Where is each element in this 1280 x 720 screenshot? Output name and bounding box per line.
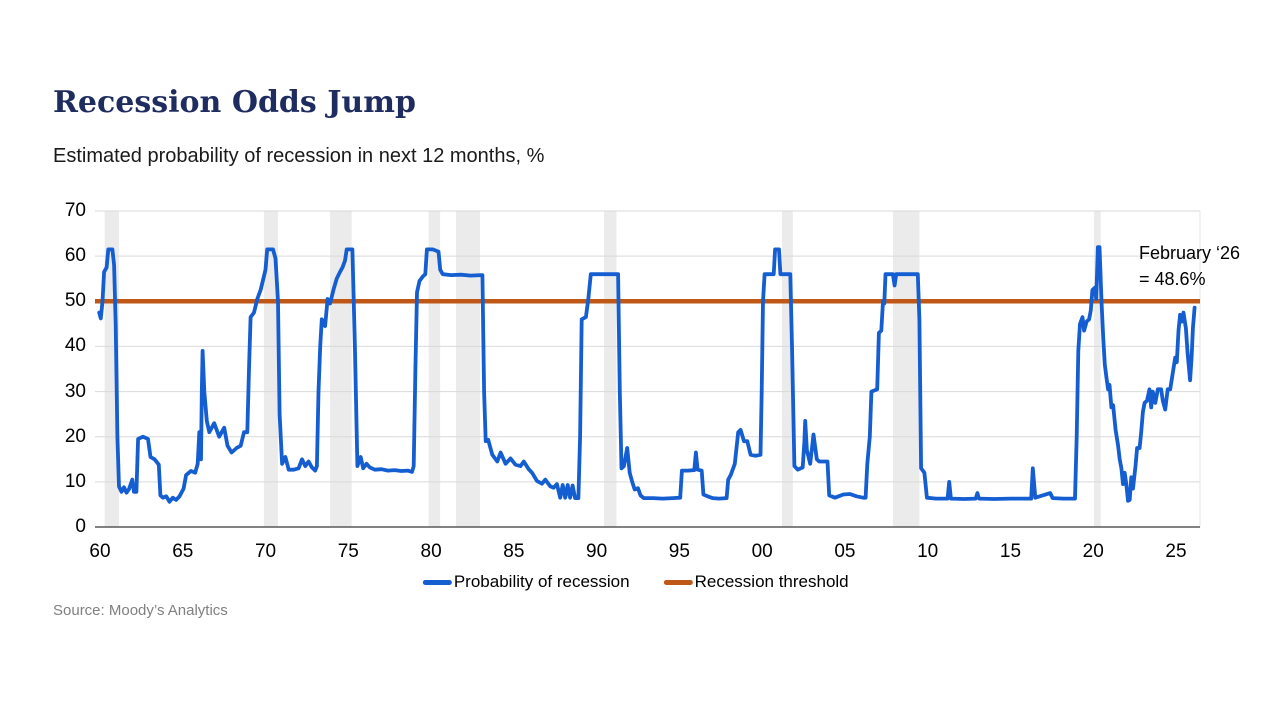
y-tick-label: 50 bbox=[64, 290, 86, 312]
x-tick-label: 65 bbox=[172, 541, 194, 562]
probability-line bbox=[97, 245, 1197, 504]
y-tick-label: 0 bbox=[75, 516, 86, 537]
recession-band bbox=[892, 211, 920, 527]
x-tick-label: 90 bbox=[586, 541, 608, 562]
page-title: Recession Odds Jump bbox=[53, 85, 416, 120]
blue-line-swatch-icon bbox=[422, 579, 452, 585]
y-tick-label: 20 bbox=[64, 425, 86, 447]
recession-band bbox=[604, 211, 617, 527]
x-tick-label: 85 bbox=[503, 541, 525, 562]
y-tick-label: 40 bbox=[64, 335, 86, 357]
x-tick-label: 95 bbox=[668, 541, 690, 562]
annotation-line2: = 48.6% bbox=[1139, 269, 1206, 289]
x-tick-label: 05 bbox=[834, 541, 856, 562]
source-text: Source: Moody’s Analytics bbox=[53, 602, 228, 619]
y-tick-label: 70 bbox=[64, 200, 86, 221]
legend-label: Probability of recession bbox=[453, 572, 630, 591]
recession-band bbox=[263, 211, 278, 527]
recession-band bbox=[782, 211, 793, 527]
x-tick-label: 00 bbox=[751, 541, 773, 562]
x-tick-label: 70 bbox=[254, 541, 277, 562]
legend-item-threshold: Recession threshold bbox=[663, 572, 849, 592]
x-tick-label: 60 bbox=[89, 541, 111, 562]
x-tick-label: 20 bbox=[1082, 541, 1104, 562]
orange-line-swatch-icon bbox=[663, 579, 693, 585]
y-tick-label: 30 bbox=[64, 380, 86, 402]
x-tick-label: 15 bbox=[999, 541, 1022, 562]
legend-item-probability: Probability of recession bbox=[422, 572, 630, 592]
recession-band bbox=[1094, 211, 1101, 527]
legend: Probability of recession Recession thresh… bbox=[422, 572, 849, 592]
recession-band bbox=[428, 211, 441, 527]
y-tick-label: 60 bbox=[64, 245, 86, 267]
x-tick-label: 10 bbox=[917, 541, 939, 562]
recession-band bbox=[455, 211, 480, 527]
y-tick-label: 10 bbox=[64, 470, 86, 492]
legend-label: Recession threshold bbox=[694, 572, 849, 591]
annotation-line1: February ‘26 bbox=[1139, 243, 1241, 263]
x-tick-label: 75 bbox=[337, 541, 359, 562]
x-tick-label: 80 bbox=[420, 541, 442, 562]
end-point-annotation: February ‘26 = 48.6% bbox=[1139, 240, 1240, 292]
chart-subtitle: Estimated probability of recession in ne… bbox=[53, 145, 545, 167]
x-tick-label: 25 bbox=[1165, 541, 1187, 562]
recession-band bbox=[330, 211, 352, 527]
